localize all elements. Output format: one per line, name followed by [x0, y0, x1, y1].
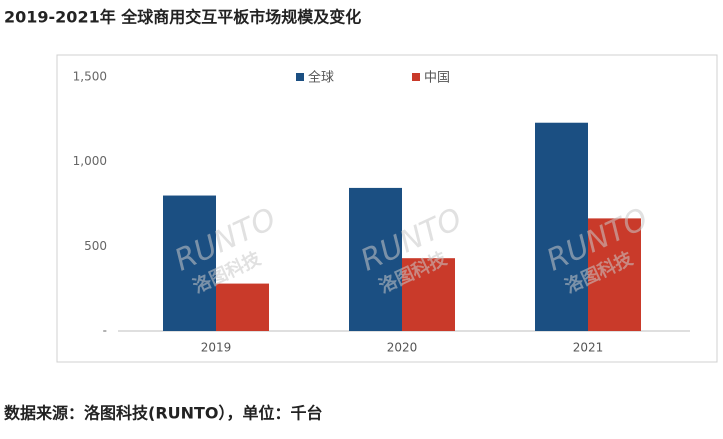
y-tick-label: 1,500	[73, 70, 107, 84]
legend-swatch	[412, 73, 420, 81]
chart-title: 2019-2021年 全球商用交互平板市场规模及变化	[4, 8, 361, 27]
bar	[535, 122, 588, 331]
source-note: 数据来源：洛图科技(RUNTO），单位：千台	[4, 404, 323, 423]
legend-label: 中国	[424, 71, 450, 86]
y-tick-label: -	[103, 324, 107, 338]
x-tick-label: 2020	[387, 341, 418, 355]
y-tick-label: 1,000	[73, 154, 107, 168]
bar	[216, 283, 269, 331]
legend-swatch	[296, 73, 304, 81]
legend-label: 全球	[308, 70, 334, 86]
x-tick-label: 2019	[201, 341, 232, 355]
bar	[402, 258, 455, 331]
bar	[349, 187, 402, 331]
x-tick-label: 2021	[573, 341, 604, 355]
bar	[588, 218, 641, 331]
bar	[163, 195, 216, 331]
y-tick-label: 500	[84, 239, 107, 253]
